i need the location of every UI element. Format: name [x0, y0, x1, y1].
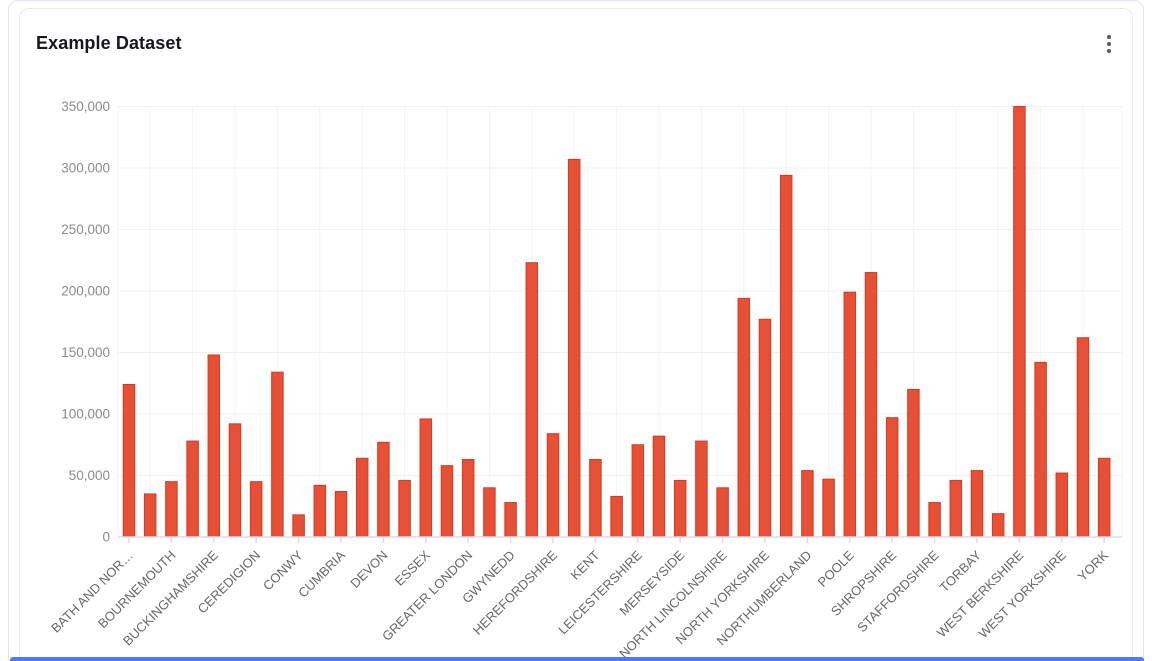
y-tick-label: 250,000 [61, 222, 110, 237]
bar-conwy[interactable] [292, 514, 305, 538]
bar-greater-london[interactable] [461, 459, 475, 538]
bar-poole[interactable] [843, 291, 857, 538]
bar-kent[interactable] [589, 459, 602, 538]
bar-west-yorkshire[interactable] [1055, 472, 1069, 538]
bar-unlabeled-41[interactable] [991, 513, 1005, 538]
bar-unlabeled-5[interactable] [228, 423, 242, 538]
x-tick-label: STAFFORDSHIRE [854, 547, 942, 635]
bar-cumbria[interactable] [334, 490, 348, 538]
bar-merseyside[interactable] [673, 479, 687, 538]
bar-gwynedd[interactable] [504, 502, 517, 538]
bar-unlabeled-27[interactable] [695, 440, 708, 538]
bar-unlabeled-15[interactable] [440, 465, 454, 538]
y-tick-label: 50,000 [69, 468, 110, 483]
x-axis [118, 536, 1122, 543]
bar-unlabeled-43[interactable] [1034, 361, 1047, 538]
kebab-menu-icon[interactable] [1096, 30, 1122, 58]
bar-unlabeled-7[interactable] [271, 371, 284, 538]
bar-unlabeled-39[interactable] [949, 479, 963, 538]
bar-bournemouth[interactable] [165, 481, 178, 538]
bar-unlabeled-19[interactable] [525, 262, 539, 538]
bar-unlabeled-45[interactable] [1076, 337, 1090, 538]
x-tick-label: ESSEX [392, 547, 433, 588]
bar-torbay[interactable] [970, 470, 984, 538]
x-tick-label: POOLE [815, 547, 858, 590]
bar-essex[interactable] [419, 418, 433, 538]
bar-leicestershire[interactable] [631, 444, 645, 538]
kebab-dot [1107, 42, 1111, 46]
y-tick-label: 300,000 [61, 161, 110, 176]
x-tick-label: YORK [1075, 547, 1112, 584]
bar-north-lincolnshire[interactable] [716, 487, 729, 538]
bar-unlabeled-35[interactable] [864, 272, 878, 538]
bar-unlabeled-29[interactable] [737, 297, 751, 538]
bar-staffordshire[interactable] [928, 502, 941, 538]
bar-unlabeled-31[interactable] [779, 174, 793, 538]
y-tick-label: 350,000 [61, 99, 110, 114]
bar-herefordshire[interactable] [546, 433, 560, 538]
y-tick-label: 200,000 [61, 284, 110, 299]
bar-unlabeled-25[interactable] [652, 435, 666, 538]
y-tick-label: 100,000 [61, 407, 110, 422]
bar-unlabeled-11[interactable] [355, 457, 369, 538]
bar-unlabeled-9[interactable] [313, 484, 327, 538]
y-axis-labels: 0 50,000 100,000 150,000 200,000 250,000 300,0… [61, 99, 110, 545]
x-tick-label: DEVON [347, 548, 390, 591]
bar-northumberland[interactable] [801, 470, 814, 538]
bar-unlabeled-37[interactable] [907, 388, 920, 538]
bar-unlabeled-13[interactable] [398, 479, 411, 538]
bar-shropshire[interactable] [885, 417, 899, 538]
bar-unlabeled-1[interactable] [143, 493, 157, 538]
x-tick-label: KENT [567, 547, 602, 582]
y-tick-label: 150,000 [61, 345, 110, 360]
horizontal-gridlines [118, 106, 1122, 476]
bar-unlabeled-3[interactable] [186, 440, 199, 538]
bar-devon[interactable] [377, 441, 390, 538]
kebab-dot [1107, 49, 1111, 53]
bar-buckinghamshire[interactable] [207, 354, 221, 538]
bottom-blue-strip [10, 657, 1144, 661]
bar-bath-and-nor-[interactable] [122, 383, 136, 538]
bar-york[interactable] [1097, 457, 1111, 538]
bar-unlabeled-33[interactable] [822, 478, 835, 538]
x-axis-labels: BATH AND NOR…BOURNEMOUTHBUCKINGHAMSHIREC… [48, 547, 1112, 661]
x-tick-label: BOURNEMOUTH [95, 548, 179, 632]
x-tick-label: CUMBRIA [295, 547, 348, 600]
bar-west-berkshire[interactable] [1013, 106, 1026, 538]
bar-unlabeled-23[interactable] [610, 495, 623, 538]
bar-unlabeled-17[interactable] [483, 487, 496, 538]
kebab-dot [1107, 35, 1111, 39]
y-tick-label: 0 [102, 530, 110, 545]
bar-unlabeled-21[interactable] [567, 158, 581, 538]
bar-ceredigion[interactable] [249, 481, 263, 538]
chart-title: Example Dataset [36, 33, 182, 53]
x-tick-label: HEREFORDSHIRE [470, 547, 561, 638]
bar-north-yorkshire[interactable] [758, 318, 772, 538]
